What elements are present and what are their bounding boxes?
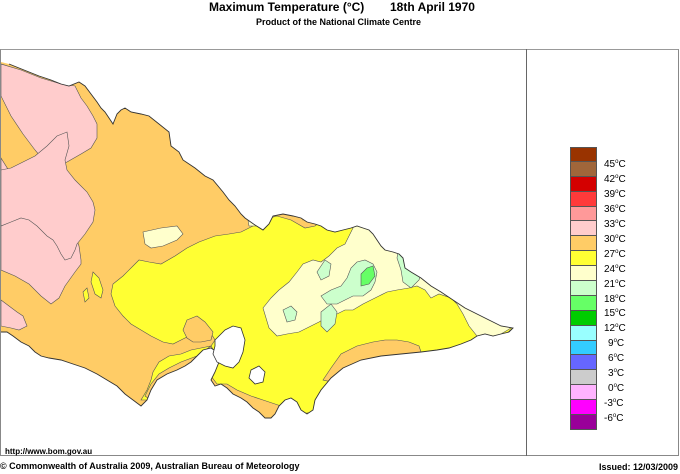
legend-swatch <box>570 147 597 162</box>
legend-label-42: 42oC <box>604 174 626 185</box>
legend-swatch <box>570 355 597 371</box>
temperature-legend <box>570 147 597 430</box>
legend-label-minus-3: -3oC <box>604 398 624 409</box>
legend-label-27: 27oC <box>604 249 626 260</box>
legend-label-24: 24oC <box>604 264 626 275</box>
legend-label-minus-6: -6oC <box>604 413 624 424</box>
map-title: Maximum Temperature (°C) 18th April 1970 <box>0 0 680 20</box>
legend-label-33: 33oC <box>604 219 626 230</box>
legend-swatch <box>570 400 597 416</box>
legend-label-18: 18oC <box>604 294 626 305</box>
title-text: Maximum Temperature (°C) <box>209 0 365 14</box>
legend-swatch <box>570 370 597 386</box>
copyright-notice: © Commonwealth of Australia 2009, Austra… <box>0 461 300 471</box>
website-link[interactable]: http://www.bom.gov.au <box>5 447 93 456</box>
legend-label-45: 45oC <box>604 159 626 170</box>
legend-swatch <box>570 161 597 177</box>
legend-swatch <box>570 295 597 311</box>
legend-swatch <box>570 266 597 282</box>
legend-label-39: 39oC <box>604 189 626 200</box>
legend-swatch <box>570 310 597 326</box>
frame-divider <box>526 49 527 456</box>
legend-label-6: 6oC <box>608 353 625 364</box>
issued-date: Issued: 12/03/2009 <box>598 462 678 472</box>
legend-swatch <box>570 236 597 252</box>
legend-label-12: 12oC <box>604 323 626 334</box>
legend-swatch <box>570 325 597 341</box>
legend-label-15: 15oC <box>604 308 626 319</box>
legend-swatch <box>570 415 597 430</box>
legend-label-0: 0oC <box>608 383 625 394</box>
legend-swatch <box>570 281 597 296</box>
legend-swatch <box>570 340 597 356</box>
legend-swatch <box>570 206 597 222</box>
legend-label-21: 21oC <box>604 279 626 290</box>
legend-label-36: 36oC <box>604 204 626 215</box>
temperature-map <box>1 62 514 419</box>
legend-label-3: 3oC <box>608 368 625 379</box>
title-date: 18th April 1970 <box>390 0 475 14</box>
legend-label-9: 9oC <box>608 338 625 349</box>
legend-swatch <box>570 251 597 267</box>
legend-swatch <box>570 221 597 237</box>
subtitle: Product of the National Climate Centre <box>256 17 422 27</box>
legend-swatch <box>570 191 597 207</box>
legend-label-30: 30oC <box>604 234 626 245</box>
legend-swatch <box>570 385 597 401</box>
legend-swatch <box>570 176 597 192</box>
map-frame <box>0 49 679 456</box>
